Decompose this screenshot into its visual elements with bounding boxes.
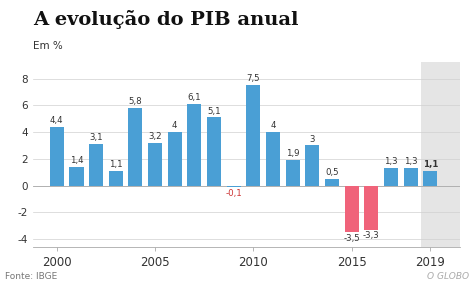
Bar (227, 185, 241, 187)
Bar (325, 179, 339, 185)
Text: A evolução do PIB anual: A evolução do PIB anual (33, 10, 299, 29)
Text: 5,8: 5,8 (128, 97, 142, 106)
Bar (50, 127, 64, 185)
Bar (187, 104, 201, 185)
Text: 0,5: 0,5 (325, 168, 339, 177)
Bar (403, 168, 418, 185)
Bar (384, 168, 398, 185)
Text: 1,3: 1,3 (384, 157, 398, 166)
Text: 1,1: 1,1 (109, 160, 123, 169)
Text: 3,2: 3,2 (148, 132, 162, 141)
Text: 5,1: 5,1 (207, 106, 221, 116)
Bar (305, 145, 319, 185)
Text: 1,1: 1,1 (423, 160, 438, 169)
Text: -3,3: -3,3 (363, 231, 380, 241)
Text: 1,9: 1,9 (286, 149, 300, 158)
Text: 4: 4 (270, 121, 276, 130)
Text: 3: 3 (310, 135, 315, 144)
Text: 4,4: 4,4 (50, 116, 64, 125)
Text: 3,1: 3,1 (89, 133, 103, 142)
Bar (345, 185, 359, 232)
Bar (128, 108, 143, 185)
Bar (246, 85, 260, 185)
Bar (168, 132, 182, 185)
Text: 6,1: 6,1 (188, 93, 201, 102)
Text: Fonte: IBGE: Fonte: IBGE (5, 272, 57, 281)
Bar (423, 171, 438, 185)
Bar (109, 171, 123, 185)
Bar (286, 160, 300, 185)
Text: 7,5: 7,5 (246, 74, 260, 83)
Text: Em %: Em % (33, 41, 63, 51)
Bar (148, 143, 162, 185)
Text: 1,3: 1,3 (404, 157, 418, 166)
Bar (207, 117, 221, 185)
Bar (364, 185, 378, 230)
Text: 1,4: 1,4 (70, 156, 83, 165)
Text: O GLOBO: O GLOBO (427, 272, 469, 281)
Bar (89, 144, 103, 185)
Text: 4: 4 (172, 121, 177, 130)
Text: -3,5: -3,5 (343, 234, 360, 243)
Bar (421, 62, 460, 247)
Bar (266, 132, 280, 185)
Text: -0,1: -0,1 (225, 189, 242, 198)
Bar (69, 167, 83, 185)
